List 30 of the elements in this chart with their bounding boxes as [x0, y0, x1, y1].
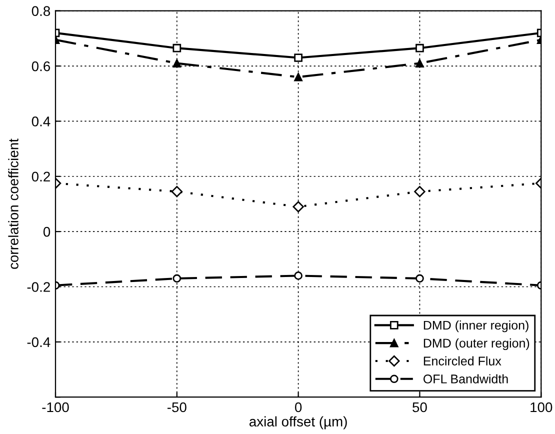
x-tick-label: -100 [42, 402, 69, 412]
y-tick-label: 0.4 [32, 116, 50, 126]
point [416, 44, 424, 52]
point [414, 186, 426, 198]
y-tick-label: -0.4 [27, 337, 50, 348]
legend-label: OFL Bandwidth [424, 374, 508, 384]
x-tick-label: 0 [294, 402, 302, 412]
point [416, 59, 424, 68]
point [294, 54, 302, 62]
legend-label: DMD (inner region) [424, 320, 528, 332]
point [416, 274, 424, 283]
point [171, 186, 183, 198]
y-tick-label: -0.2 [27, 282, 50, 292]
point [172, 44, 182, 52]
y-tick-label: 0.8 [32, 6, 50, 16]
x-tick-label: 50 [412, 402, 427, 412]
y-tick-label: 0 [43, 226, 50, 237]
point [172, 274, 182, 283]
y-axis-title: correlation coefficient [8, 138, 18, 269]
x-tick-label: -50 [167, 402, 186, 412]
point [172, 59, 182, 68]
point [292, 201, 304, 212]
point [294, 72, 302, 82]
x-tick-label: 100 [530, 402, 552, 412]
y-tick-label: 0.6 [32, 61, 50, 72]
y-tick-label: 0.2 [32, 172, 50, 182]
legend-label: Encircled Flux [424, 356, 502, 366]
x-axis-title: axial offset (µm) [249, 416, 347, 430]
point [294, 272, 302, 280]
legend-label: DMD (outer region) [424, 338, 530, 350]
